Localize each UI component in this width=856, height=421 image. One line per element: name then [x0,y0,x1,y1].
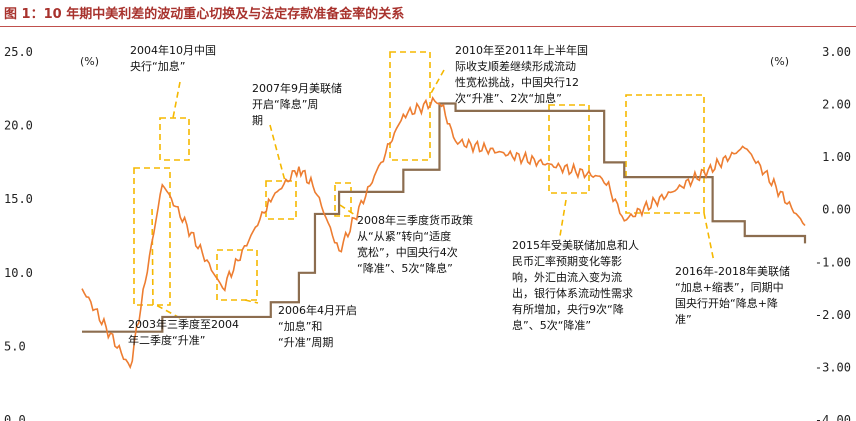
series-line-rrr [82,102,807,333]
highlight-box [548,104,590,194]
annotation-line: 准” [675,313,692,326]
annotation-line: 2016年-2018年美联储 [675,264,790,278]
annotation-leader-line [559,199,567,237]
annotation-line: 开启“降息”周 [252,97,318,111]
annotation-line: “升准”周期 [278,336,333,349]
annotation-line: 性宽松挑战，中国央行12 [455,75,579,89]
right-tick-label: 3.00 [822,45,851,59]
annotation-line: 央行“加息” [130,59,185,73]
title-rule [0,26,856,27]
left-tick-label: 20.0 [4,119,33,133]
right-tick-label: 2.00 [822,98,851,112]
annotation-line: 年二季度“升准” [128,333,205,347]
annotation-leader-line [703,212,715,263]
annotation-line: 从“从紧”转向“适度 [357,229,451,243]
left-tick-label: 5.0 [4,339,26,353]
annotation-line: “加息”和 [278,319,322,333]
annotation-line: 2015年受美联储加息和人 [512,238,639,252]
annotation-leader-line [151,204,154,306]
annotation-line: 次“升准”、2次“加息” [455,91,562,105]
right-tick-label: -1.00 [815,255,851,269]
annotation-line: 2006年4月开启 [278,303,357,317]
right-axis-unit: (%) [770,55,789,68]
annotation-line: 2004年10月中国 [130,43,216,57]
annotation-line: 2003年三季度至2004 [128,317,239,331]
annotation-line: 2010年至2011年上半年国 [455,43,588,57]
annotation-leader-line [172,81,181,119]
annotation-text: 2015年受美联储加息和人民币汇率预期变化等影响，外汇由流入变为流出，银行体系流… [512,238,639,332]
annotation-line: 响，外汇由流入变为流 [512,270,622,284]
annotation-line: 2008年三季度货币政策 [357,213,473,227]
highlight-box [265,180,297,220]
annotation-text: 2006年4月开启 “加息”和 “升准”周期 [278,303,357,349]
annotation-line: 际收支顺差继续形成流动 [455,59,576,73]
right-tick-label: -4.00 [815,413,851,421]
left-tick-label: 25.0 [4,45,33,59]
annotation-leader-line [155,304,181,319]
annotation-text: 2007年9月美联储开启“降息”周期 [252,81,342,127]
annotation-line: “降准”、5次“降息” [357,261,453,275]
annotation-leader-line [269,124,286,182]
left-tick-label: 15.0 [4,192,33,206]
highlight-box [334,182,352,217]
annotation-line: “加息+缩表”，同期中 [675,280,784,294]
left-tick-label: 0.0 [4,413,26,421]
series-line-spread [81,96,806,370]
right-tick-label: -2.00 [815,308,851,322]
highlight-box [625,94,705,214]
right-tick-label: -3.00 [815,360,851,374]
annotation-line: 出，银行体系流动性需求 [512,286,633,300]
highlight-box [133,167,171,306]
annotation-line: 国央行开始“降息+降 [675,296,778,310]
annotation-text: 2004年10月中国央行“加息” [130,43,216,73]
left-tick-label: 10.0 [4,266,33,280]
annotation-text: 2016年-2018年美联储 “加息+缩表”，同期中国央行开始“降息+降准” [675,264,790,326]
right-tick-label: 1.00 [822,150,851,164]
annotation-line: 宽松”，中国央行4次 [357,245,458,259]
annotation-leader-line [429,69,445,96]
annotation-leader-line [244,299,259,304]
annotation-line: 有所增加，央行9次“降 [512,302,624,316]
annotation-text: 2010年至2011年上半年国际收支顺差继续形成流动性宽松挑战，中国央行12 次“… [455,43,588,105]
annotation-line: 2007年9月美联储 [252,81,342,95]
annotation-text: 2003年三季度至2004 年二季度“升准” [128,317,239,347]
annotation-text: 2008年三季度货币政策从“从紧”转向“适度宽松”，中国央行4次 “降准”、5次“… [357,213,473,275]
annotation-line: 息”、5次“降准” [512,318,591,332]
right-tick-label: 0.00 [822,203,851,217]
annotation-leader-line [339,204,356,216]
annotation-line: 期 [252,114,263,127]
left-axis-unit: (%) [80,55,99,68]
annotation-line: 民币汇率预期变化等影 [512,254,622,268]
highlight-box [159,117,190,161]
highlight-box [216,249,258,301]
chart-title: 图 1：10 年期中美利差的波动重心切换及与法定存款准备金率的关系 [4,7,405,22]
